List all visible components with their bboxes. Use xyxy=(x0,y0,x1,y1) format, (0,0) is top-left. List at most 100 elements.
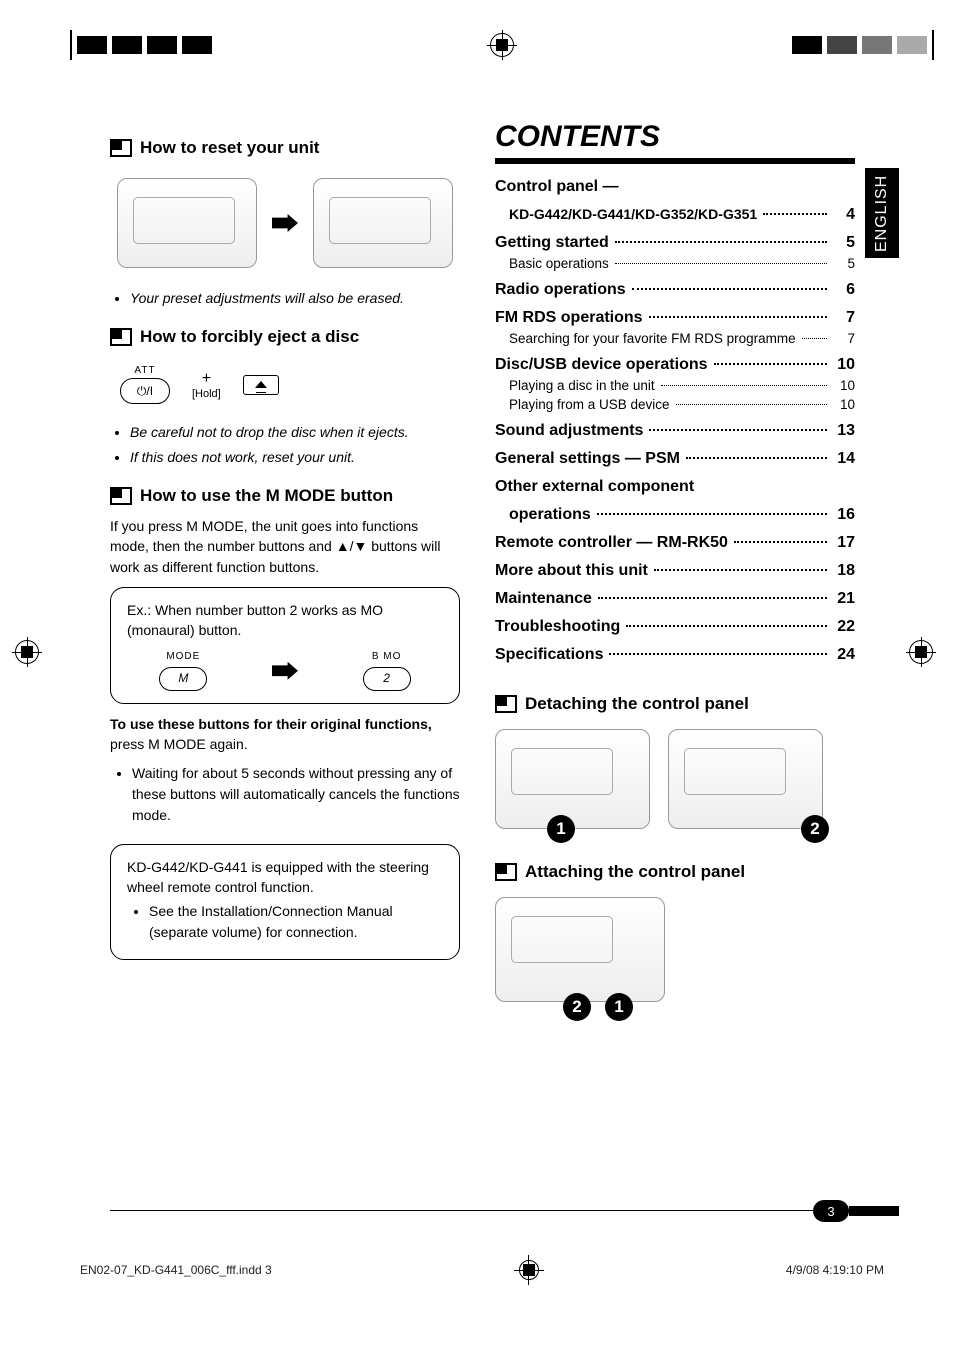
toc-label: Disc/USB device operations xyxy=(495,356,708,374)
toc-row: Searching for your favorite FM RDS progr… xyxy=(495,331,855,346)
toc-row: Playing from a USB device 10 xyxy=(495,397,855,412)
step-2-badge: 2 xyxy=(563,993,591,1021)
section-bullet-icon xyxy=(110,139,132,157)
toc-label: Radio operations xyxy=(495,281,626,299)
toc-row: Disc/USB device operations 10 xyxy=(495,356,855,374)
arrow-right-icon xyxy=(272,214,298,232)
steering-bullet: See the Installation/Connection Manual (… xyxy=(149,901,443,943)
toc-label: Specifications xyxy=(495,646,603,664)
language-tab: ENGLISH xyxy=(865,168,899,258)
toc-label: Remote controller — RM-RK50 xyxy=(495,534,728,552)
toc-label: Playing a disc in the unit xyxy=(509,378,655,393)
toc-page: 16 xyxy=(833,506,855,524)
eject-note-1: Be careful not to drop the disc when it … xyxy=(130,422,460,443)
toc-row: Other external component xyxy=(495,478,855,496)
footer: EN02-07_KD-G441_006C_fff.indd 3 4/9/08 4… xyxy=(80,1260,884,1280)
right-registration-mark xyxy=(909,640,939,670)
toc-label: FM RDS operations xyxy=(495,309,643,327)
toc-label: Searching for your favorite FM RDS progr… xyxy=(509,331,796,346)
toc-page: 6 xyxy=(833,281,855,299)
bottom-rule xyxy=(110,1210,899,1211)
footer-date: 4/9/08 4:19:10 PM xyxy=(786,1263,884,1277)
mmode-para: If you press M MODE, the unit goes into … xyxy=(110,516,460,577)
mmode-example-box: Ex.: When number button 2 works as MO (m… xyxy=(110,587,460,704)
toc-page: 22 xyxy=(833,618,855,636)
toc-row: Maintenance 21 xyxy=(495,590,855,608)
footer-file: EN02-07_KD-G441_006C_fff.indd 3 xyxy=(80,1263,272,1277)
steering-line: KD-G442/KD-G441 is equipped with the ste… xyxy=(127,857,443,898)
contents-heading: CONTENTS xyxy=(495,120,855,154)
toc-page: 24 xyxy=(833,646,855,664)
toc-row: Sound adjustments 13 xyxy=(495,422,855,440)
toc-row: Troubleshooting 22 xyxy=(495,618,855,636)
eject-figure: ATT ⏻/I + [Hold] xyxy=(110,357,460,412)
toc-row: Control panel — xyxy=(495,178,855,196)
mode-top-label: MODE xyxy=(166,650,200,665)
table-of-contents: Control panel — KD-G442/KD-G441/KD-G352/K… xyxy=(495,178,855,664)
toc-label: Troubleshooting xyxy=(495,618,620,636)
toc-row: Radio operations 6 xyxy=(495,281,855,299)
toc-page: 10 xyxy=(833,356,855,374)
reset-note: Your preset adjustments will also be era… xyxy=(130,288,460,309)
section-bullet-icon xyxy=(495,695,517,713)
page-number: 3 xyxy=(813,1200,899,1222)
section-bullet-icon xyxy=(495,863,517,881)
toc-page: 21 xyxy=(833,590,855,608)
toc-page: 7 xyxy=(833,331,855,346)
toc-label: More about this unit xyxy=(495,562,648,580)
registration-mark-icon xyxy=(490,33,514,57)
toc-label: Playing from a USB device xyxy=(509,397,670,412)
reset-heading: How to reset your unit xyxy=(140,138,319,158)
toc-row: Playing a disc in the unit 10 xyxy=(495,378,855,393)
eject-button-icon xyxy=(243,375,279,395)
toc-label: Getting started xyxy=(495,234,609,252)
attach-heading: Attaching the control panel xyxy=(525,862,745,882)
toc-label: Maintenance xyxy=(495,590,592,608)
plus-label: + xyxy=(202,370,211,388)
mmode-after-bullet: Waiting for about 5 seconds without pres… xyxy=(132,763,460,826)
registration-mark-icon xyxy=(519,1260,539,1280)
mode-button-icon: M xyxy=(159,667,207,691)
toc-page: 13 xyxy=(833,422,855,440)
toc-label: operations xyxy=(495,506,591,524)
toc-label: Control panel — xyxy=(495,178,855,196)
toc-row: Specifications 24 xyxy=(495,646,855,664)
toc-label: General settings — PSM xyxy=(495,450,680,468)
toc-row: Getting started 5 xyxy=(495,234,855,252)
steering-box: KD-G442/KD-G441 is equipped with the ste… xyxy=(110,844,460,961)
toc-page: 10 xyxy=(833,397,855,412)
step-1-badge: 1 xyxy=(547,815,575,843)
power-att-button-icon: ⏻/I xyxy=(120,378,170,404)
step-1-badge: 1 xyxy=(605,993,633,1021)
step-2-badge: 2 xyxy=(801,815,829,843)
toc-row: FM RDS operations7 xyxy=(495,309,855,327)
toc-row: Basic operations 5 xyxy=(495,256,855,271)
reset-figure xyxy=(110,168,460,278)
detach-figure: 1 2 xyxy=(495,724,855,844)
mmode-after-para: To use these buttons for their original … xyxy=(110,714,460,755)
toc-row: More about this unit 18 xyxy=(495,562,855,580)
mo-top-label: B MO xyxy=(372,650,402,665)
toc-label: Basic operations xyxy=(509,256,609,271)
toc-label: Other external component xyxy=(495,478,855,496)
toc-label: Sound adjustments xyxy=(495,422,643,440)
toc-page: 5 xyxy=(833,256,855,271)
contents-rule xyxy=(495,158,855,164)
toc-page: 10 xyxy=(833,378,855,393)
toc-page: 5 xyxy=(833,234,855,252)
toc-label: KD-G442/KD-G441/KD-G352/KD-G351 xyxy=(509,206,757,222)
number-2-button-icon: 2 xyxy=(363,667,411,691)
eject-heading: How to forcibly eject a disc xyxy=(140,327,359,347)
toc-page: 14 xyxy=(833,450,855,468)
section-bullet-icon xyxy=(110,487,132,505)
toc-page: 17 xyxy=(833,534,855,552)
section-bullet-icon xyxy=(110,328,132,346)
toc-page: 4 xyxy=(833,206,855,224)
mmode-example-text: Ex.: When number button 2 works as MO (m… xyxy=(127,600,443,641)
left-registration-mark xyxy=(15,640,45,670)
toc-page: 18 xyxy=(833,562,855,580)
toc-row: KD-G442/KD-G441/KD-G352/KD-G351 4 xyxy=(495,206,855,224)
mmode-heading: How to use the M MODE button xyxy=(140,486,393,506)
arrow-right-icon xyxy=(272,662,298,680)
toc-row: operations 16 xyxy=(495,506,855,524)
